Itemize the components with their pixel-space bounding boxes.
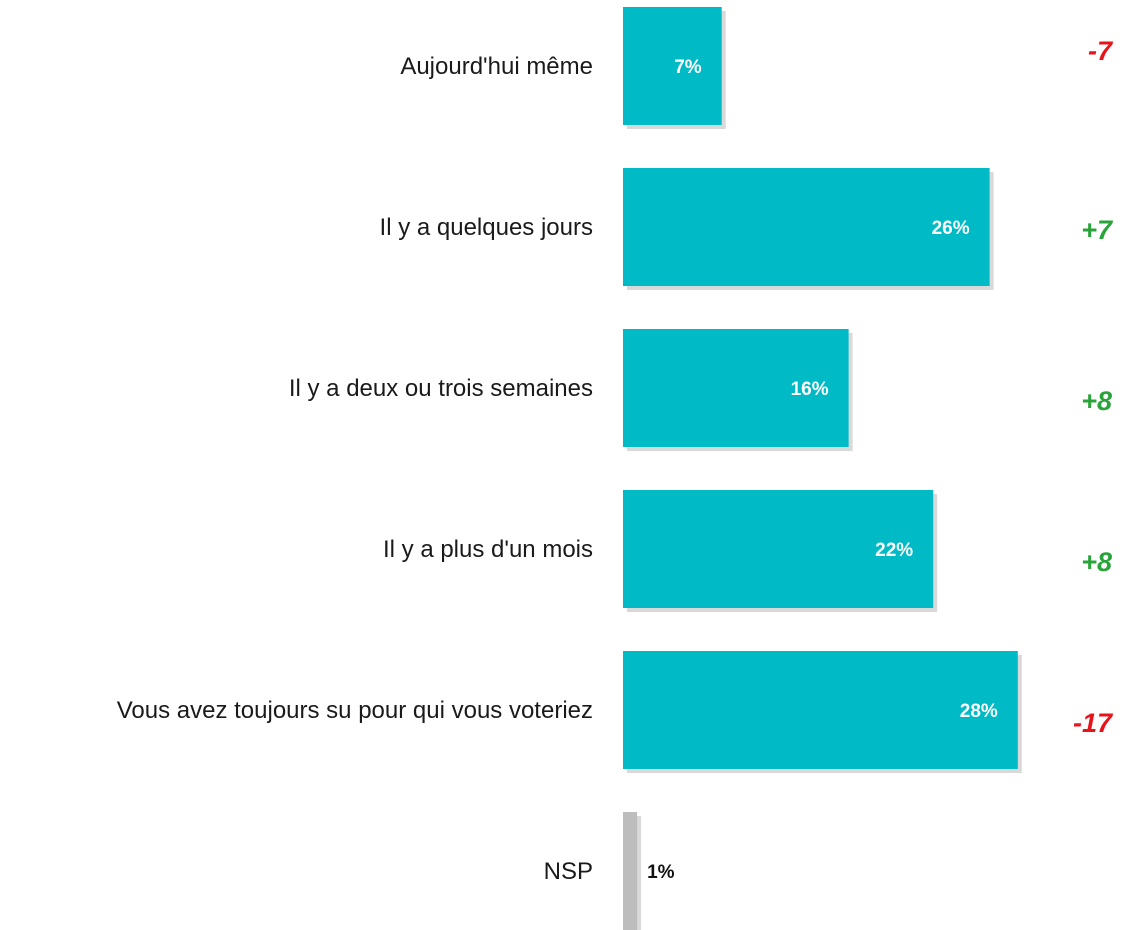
change-label: -17 xyxy=(1073,708,1114,738)
bar-5 xyxy=(623,812,638,930)
bar-4 xyxy=(623,651,1018,769)
category-label: NSP xyxy=(544,858,593,885)
value-label: 7% xyxy=(674,57,702,78)
bar-3 xyxy=(623,490,934,608)
category-label: Il y a deux ou trois semaines xyxy=(289,375,593,402)
category-label: Aujourd'hui même xyxy=(400,53,593,80)
bar-2 xyxy=(623,329,849,447)
category-label: Vous avez toujours su pour qui vous vote… xyxy=(117,697,593,724)
category-label: Il y a plus d'un mois xyxy=(383,536,593,563)
change-label: +8 xyxy=(1081,386,1112,416)
value-label: 16% xyxy=(791,379,829,400)
change-label: +7 xyxy=(1081,215,1114,245)
value-label: 22% xyxy=(875,540,913,561)
value-label: 26% xyxy=(932,218,970,239)
value-label: 1% xyxy=(647,862,675,883)
value-label: 28% xyxy=(960,701,998,722)
bar-1 xyxy=(623,168,990,286)
change-label: -7 xyxy=(1088,36,1114,66)
change-label: +8 xyxy=(1081,547,1112,577)
bar-0 xyxy=(623,7,722,125)
category-label: Il y a quelques jours xyxy=(380,214,593,241)
